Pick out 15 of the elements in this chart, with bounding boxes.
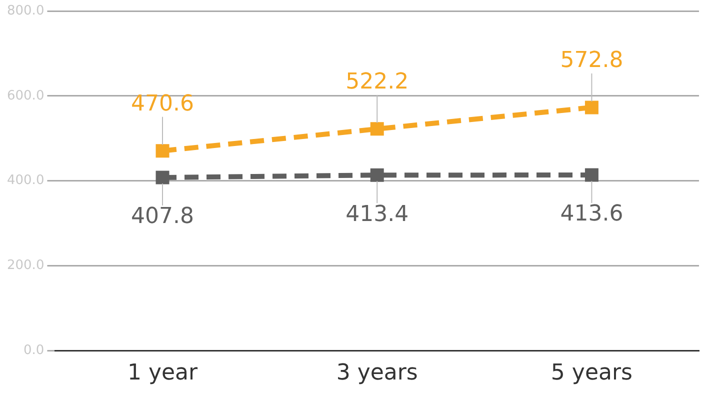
- point: [584, 168, 598, 182]
- data-label: 470.6: [131, 92, 194, 117]
- data-label: 413.6: [560, 202, 624, 227]
- x-tick-label: 5 years: [550, 360, 632, 386]
- data-label: 407.8: [131, 204, 194, 230]
- point: [156, 144, 170, 158]
- data-label: 572.8: [560, 48, 624, 74]
- point: [584, 100, 598, 114]
- x-tick-label: 1 year: [127, 360, 198, 386]
- point: [370, 168, 384, 182]
- data-label: 413.4: [346, 202, 409, 227]
- x-tick-label: 3 years: [336, 360, 418, 386]
- point: [370, 122, 384, 136]
- point: [156, 170, 170, 184]
- data-label: 522.2: [346, 70, 409, 95]
